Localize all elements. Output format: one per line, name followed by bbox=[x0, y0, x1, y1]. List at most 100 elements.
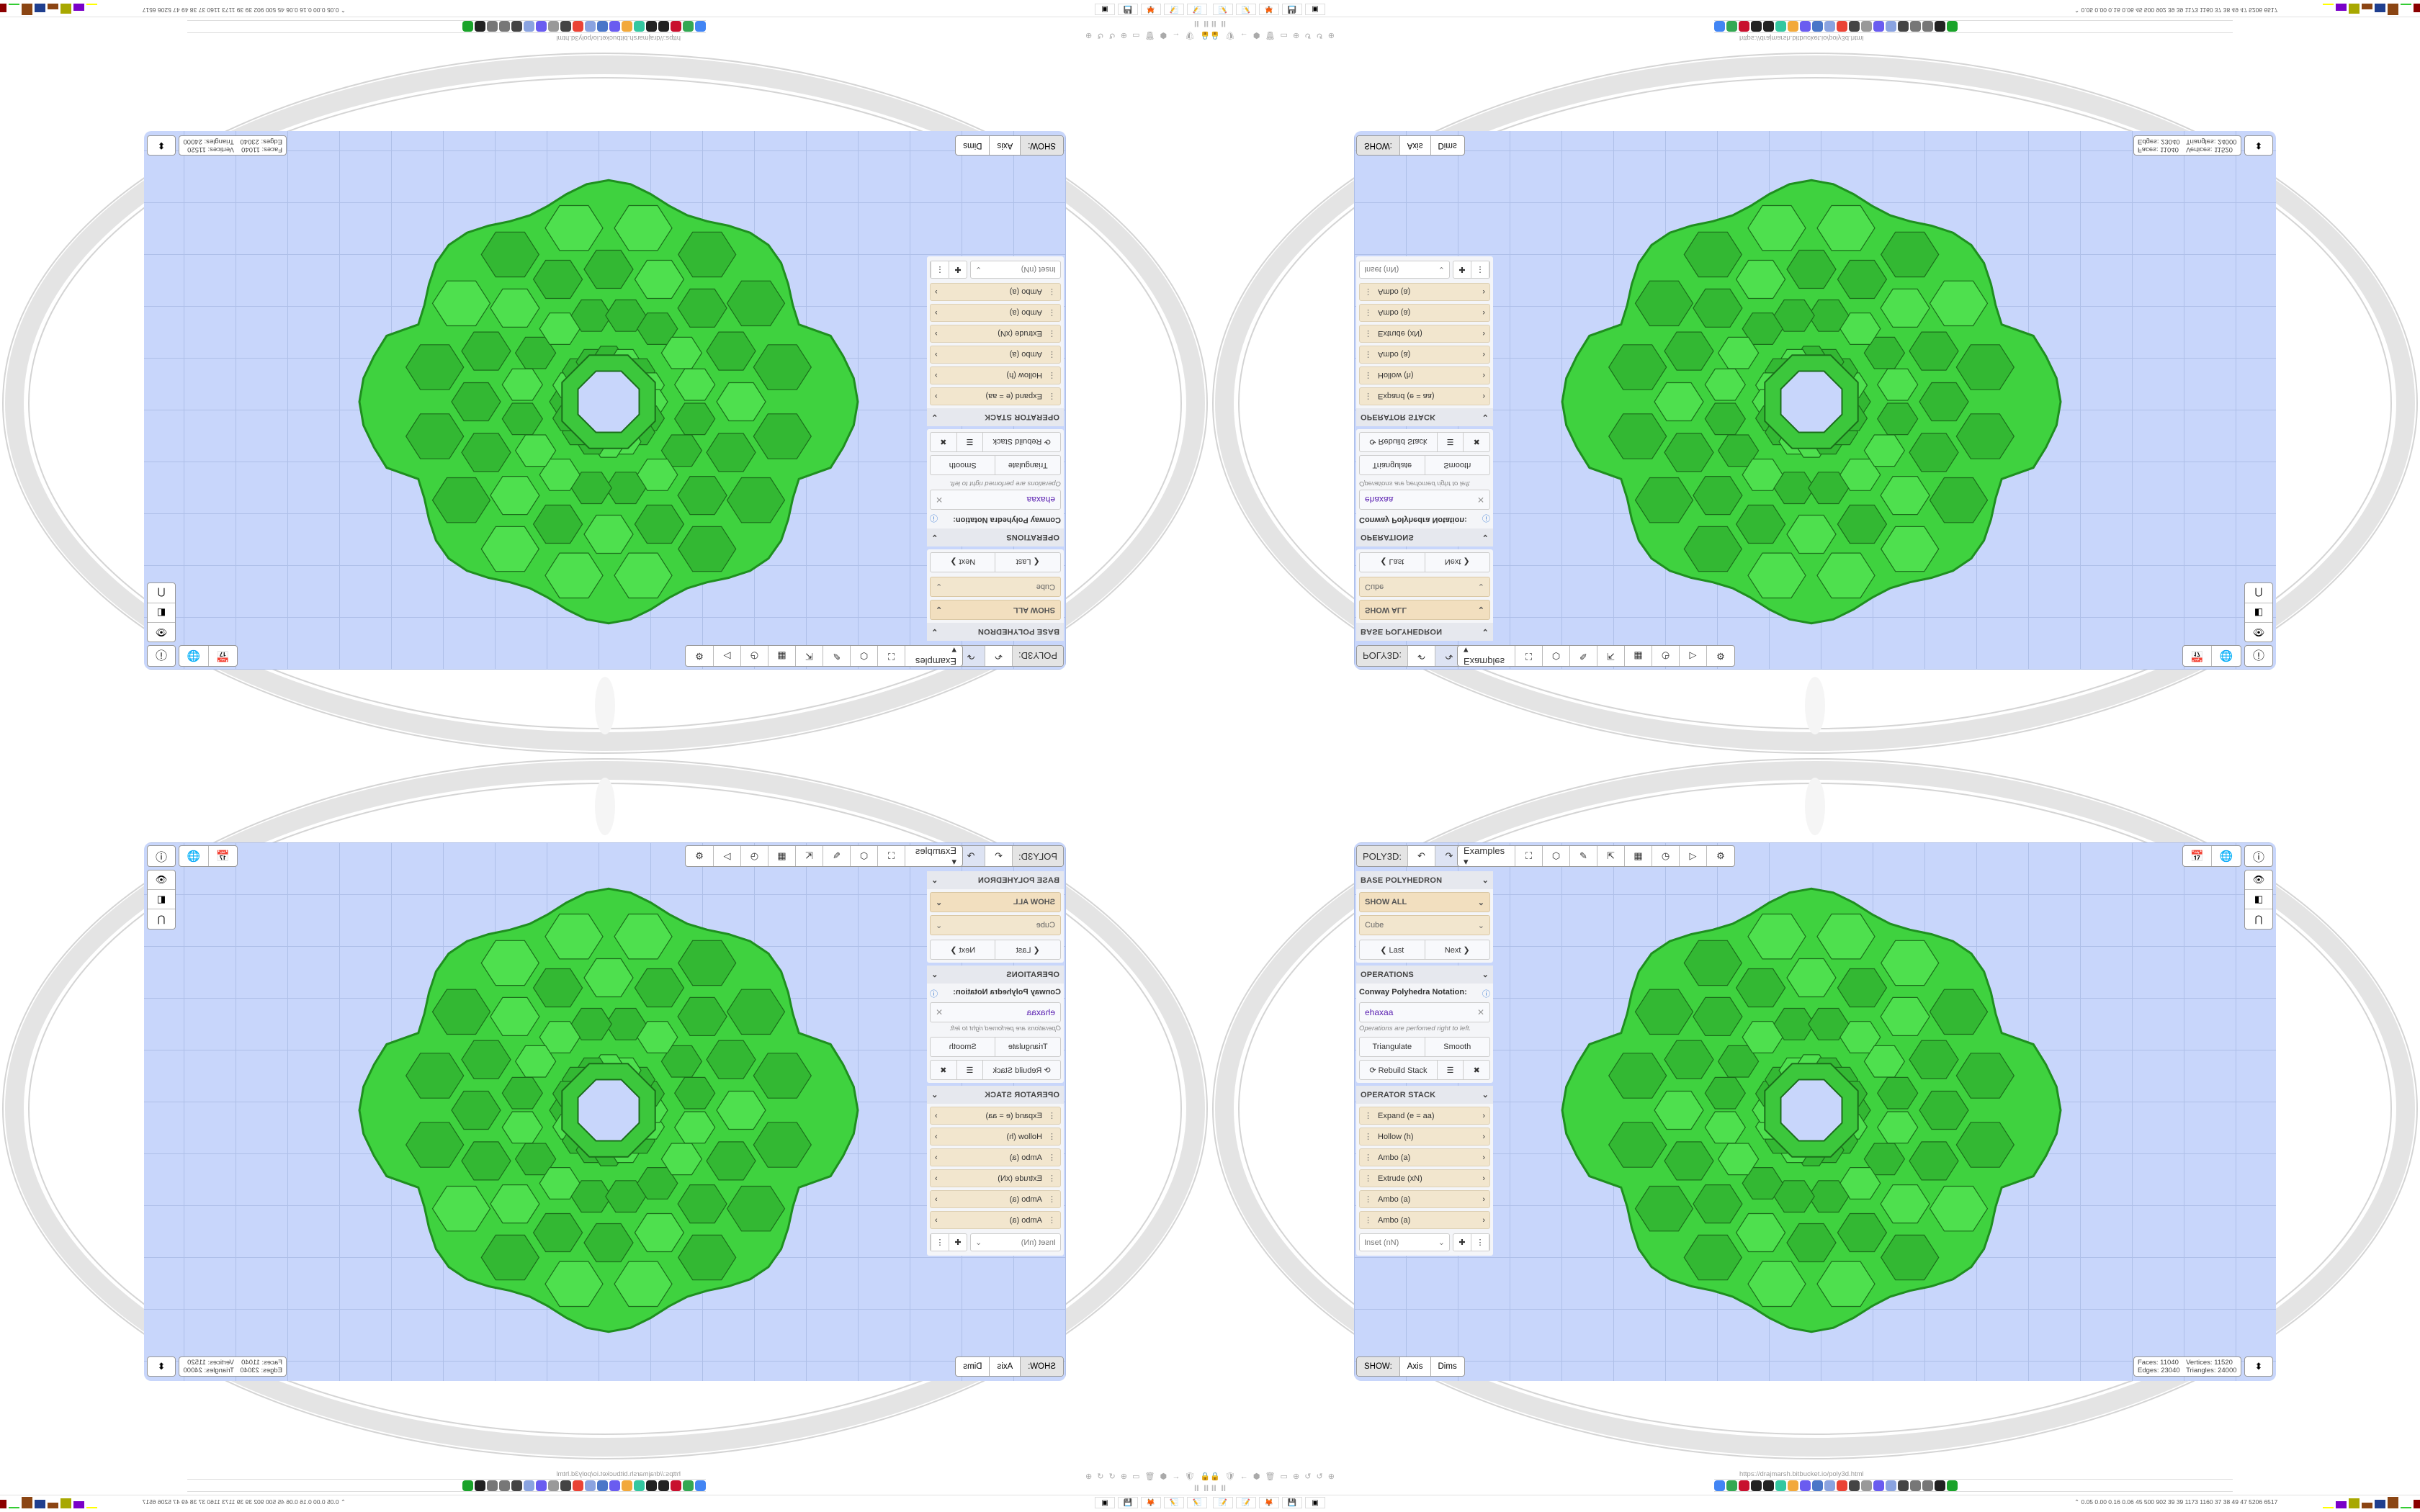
bin-bookmark-icon[interactable] bbox=[536, 1480, 547, 1491]
browser-url[interactable]: https://drajmarsh.bitbucket.io/poly3d.ht… bbox=[556, 34, 681, 42]
delete-icon[interactable]: ✖ bbox=[1473, 1066, 1480, 1075]
3d-viewport[interactable]: POLY3D: ↶ ↷ Examples ▾ ⛶ ⬡ ✎ ⇱ ▦ ◷ ▷ ⚙ 📅 🌐 ⓘ 👁 ◧ ⋂… bbox=[1354, 842, 2276, 1381]
operator-select[interactable]: Inset (nN) ⌄ bbox=[970, 1233, 1061, 1251]
operator-item[interactable]: ⋮ Hollow (h) › bbox=[930, 1128, 1061, 1146]
floppy-icon[interactable]: 💾 bbox=[1118, 4, 1138, 15]
triangulate-button[interactable]: Triangulate bbox=[1360, 456, 1425, 474]
export-icon[interactable]: ⇱ bbox=[1597, 846, 1625, 866]
rebuild-stack-button[interactable]: ⟳ Rebuild Stack bbox=[982, 1061, 1060, 1079]
table-icon[interactable]: ▦ bbox=[768, 646, 795, 666]
cheese-bookmark-icon[interactable] bbox=[1788, 21, 1798, 32]
drag-handle-icon[interactable]: ⋮ bbox=[1048, 329, 1056, 338]
section-header[interactable]: BASE POLYHEDRON ⌄ bbox=[927, 871, 1064, 889]
list-icon[interactable]: ☰ bbox=[1437, 433, 1464, 451]
drag-handle-icon[interactable]: ⋮ bbox=[1048, 1216, 1056, 1225]
drag-handle-icon[interactable]: ⋮ bbox=[1048, 1195, 1056, 1204]
operator-item[interactable]: ⋮ Ambo (a) › bbox=[1359, 1190, 1490, 1208]
info-icon[interactable]: ⓘ bbox=[930, 990, 938, 999]
section-header[interactable]: OPERATIONS ⌄ bbox=[927, 528, 1064, 546]
list-icon[interactable]: ☰ bbox=[1438, 1061, 1464, 1079]
drag-handle-icon[interactable]: ⋮ bbox=[1048, 350, 1056, 359]
globe-icon[interactable]: 🌐 bbox=[187, 850, 201, 863]
wikipedia-bookmark-icon[interactable] bbox=[1763, 1480, 1774, 1491]
google-bookmark-icon[interactable] bbox=[683, 21, 694, 32]
operator-item[interactable]: ⋮ Hollow (h) › bbox=[1359, 366, 1490, 384]
settings-icon[interactable]: ⚙ bbox=[695, 850, 704, 861]
3d-viewport[interactable]: POLY3D: ↶ ↷ Examples ▾ ⛶ ⬡ ✎ ⇱ ▦ ◷ ▷ ⚙ 📅 🌐 ⓘ 👁 ◧ ⋂… bbox=[144, 131, 1066, 670]
operator-item[interactable]: ⋮ Ambo (a) › bbox=[1359, 283, 1490, 301]
robot-bookmark-icon[interactable] bbox=[548, 21, 559, 32]
info-icon[interactable]: ⓘ bbox=[1482, 513, 1490, 522]
google-bookmark-icon[interactable] bbox=[573, 21, 583, 32]
eye-icon[interactable]: 👁 bbox=[2245, 622, 2272, 642]
rebuild-stack-button[interactable]: ⟳ Rebuild Stack bbox=[1360, 1061, 1438, 1079]
floppy-icon[interactable]: 💾 bbox=[1282, 4, 1302, 15]
more-options-button[interactable]: ⋮ bbox=[931, 1234, 949, 1251]
google-bookmark-icon[interactable] bbox=[1714, 21, 1725, 32]
drag-handle-icon[interactable]: ⋮ bbox=[1048, 287, 1056, 296]
eye-icon[interactable]: 👁 bbox=[148, 870, 175, 890]
flower-bookmark-icon[interactable] bbox=[1739, 21, 1749, 32]
smooth-button[interactable]: Smooth bbox=[949, 461, 977, 469]
drag-handle-icon[interactable]: ⋮ bbox=[1364, 1133, 1372, 1141]
base-shape-select[interactable]: Cube ⌄ bbox=[1359, 577, 1490, 597]
operator-select[interactable]: Inset (nN) ⌄ bbox=[970, 261, 1061, 279]
delete-icon[interactable]: ✖ bbox=[940, 1066, 947, 1075]
magnet-icon[interactable]: ⋂ bbox=[2254, 588, 2263, 599]
notepad-icon[interactable]: 📝 bbox=[1164, 4, 1184, 15]
robot-bookmark-icon[interactable] bbox=[1861, 21, 1872, 32]
delete-icon[interactable]: ✖ bbox=[940, 437, 947, 446]
notation-input[interactable]: ehaxaa ✕ bbox=[930, 490, 1061, 510]
rebuild-stack-button[interactable]: ⟳ Rebuild Stack bbox=[1360, 433, 1438, 451]
browser-url[interactable]: https://drajmarsh.bitbucket.io/poly3d.ht… bbox=[1739, 1470, 1864, 1478]
base-shape-select[interactable]: Cube ⌄ bbox=[930, 577, 1061, 597]
avatar-bookmark-icon[interactable] bbox=[1849, 1480, 1860, 1491]
play-icon[interactable]: ▷ bbox=[1680, 846, 1707, 866]
drag-handle-icon[interactable]: ⋮ bbox=[1364, 287, 1372, 296]
wikipedia-bookmark-icon[interactable] bbox=[1935, 21, 1945, 32]
3d-viewport[interactable]: POLY3D: ↶ ↷ Examples ▾ ⛶ ⬡ ✎ ⇱ ▦ ◷ ▷ ⚙ 📅 🌐 ⓘ 👁 ◧ ⋂… bbox=[144, 842, 1066, 1381]
chat-bookmark-icon[interactable] bbox=[609, 21, 620, 32]
undo-button[interactable]: ↶ bbox=[1408, 846, 1435, 866]
vk-bookmark-icon[interactable] bbox=[597, 1480, 608, 1491]
export-icon[interactable]: ⇱ bbox=[1597, 646, 1625, 666]
add-operator-button[interactable]: ✚ bbox=[1453, 261, 1471, 278]
calendar-clock-icon[interactable]: 📅 bbox=[2183, 646, 2212, 666]
robot-bookmark-icon[interactable] bbox=[548, 1480, 559, 1491]
paint-bucket-icon[interactable]: ⛶ bbox=[1515, 846, 1543, 866]
filter-select[interactable]: SHOW ALL ⌄ bbox=[1359, 892, 1490, 912]
base-shape-select[interactable]: Cube ⌄ bbox=[1359, 915, 1490, 935]
bird-bookmark-icon[interactable] bbox=[499, 21, 510, 32]
operator-item[interactable]: ⋮ Extrude (xN) › bbox=[930, 325, 1061, 343]
cc-bookmark-icon[interactable] bbox=[1775, 21, 1786, 32]
flower-bookmark-icon[interactable] bbox=[671, 1480, 681, 1491]
view-reset-button[interactable]: ⬍ bbox=[2244, 1356, 2273, 1377]
next-button[interactable]: Next ❯ bbox=[1444, 557, 1470, 567]
info-icon[interactable]: ⓘ bbox=[930, 513, 938, 522]
info-icon[interactable]: ⓘ bbox=[147, 645, 176, 667]
bird-bookmark-icon[interactable] bbox=[1910, 1480, 1921, 1491]
section-header[interactable]: BASE POLYHEDRON ⌄ bbox=[1356, 871, 1493, 889]
table-icon[interactable]: ▦ bbox=[768, 846, 795, 866]
calendar-clock-icon[interactable]: 📅 bbox=[208, 846, 237, 866]
panel-toggle-icon[interactable]: ◧ bbox=[2245, 603, 2272, 622]
triangulate-button[interactable]: Triangulate bbox=[1360, 1038, 1425, 1056]
google-bookmark-icon[interactable] bbox=[1726, 1480, 1737, 1491]
info-icon[interactable]: ⓘ bbox=[2244, 845, 2273, 867]
notepad-icon[interactable]: 📝 bbox=[1213, 4, 1233, 15]
table-icon[interactable]: ▦ bbox=[1625, 846, 1652, 866]
globe-bookmark-icon[interactable] bbox=[1886, 21, 1896, 32]
bin-bookmark-icon[interactable] bbox=[1873, 1480, 1884, 1491]
edit-lines-icon[interactable]: ✎ bbox=[1570, 846, 1597, 866]
filter-select[interactable]: SHOW ALL ⌄ bbox=[930, 892, 1061, 912]
play-icon[interactable]: ▷ bbox=[1680, 646, 1707, 666]
next-button[interactable]: Next ❯ bbox=[950, 557, 976, 567]
list-icon[interactable]: ☰ bbox=[956, 1061, 983, 1079]
magnet-icon[interactable]: ⋂ bbox=[2254, 913, 2263, 924]
section-header[interactable]: OPERATIONS ⌄ bbox=[1356, 966, 1493, 984]
section-header[interactable]: OPERATOR STACK ⌄ bbox=[1356, 408, 1493, 426]
examples-dropdown[interactable]: Examples ▾ bbox=[905, 845, 962, 867]
examples-dropdown[interactable]: Examples ▾ bbox=[1458, 646, 1515, 667]
paint-bucket-icon[interactable]: ⛶ bbox=[877, 846, 905, 866]
cube-play-icon[interactable]: ⬡ bbox=[850, 846, 877, 866]
